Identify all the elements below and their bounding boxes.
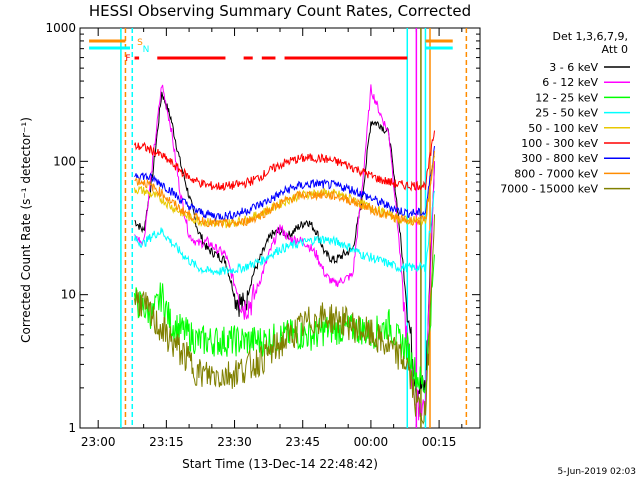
y-tick-label: 10 <box>61 288 76 302</box>
footer-date: 5-Jun-2019 02:03 <box>558 467 637 477</box>
x-tick-label: 00:15 <box>422 435 457 449</box>
vertical-markers <box>120 28 468 428</box>
y-axis: 1 10 100 1000 <box>45 21 480 435</box>
legend-label: 3 - 6 keV <box>549 61 598 74</box>
legend-header-line-2: Att 0 <box>602 43 628 56</box>
legend-label: 7000 - 15000 keV <box>500 183 598 196</box>
flag-label-N: N <box>143 45 150 55</box>
series-line-8 <box>134 214 435 425</box>
y-tick-label: 100 <box>53 154 76 168</box>
legend-header-line-1: Det 1,3,6,7,9, <box>552 30 628 43</box>
flag-bars: SN F <box>89 38 453 64</box>
x-tick-label: 23:45 <box>285 435 320 449</box>
x-axis-label: Start Time (13-Dec-14 22:48:42) <box>182 457 378 471</box>
legend-label: 800 - 7000 keV <box>514 167 598 180</box>
legend-label: 100 - 300 keV <box>521 137 598 150</box>
x-tick-label: 23:30 <box>217 435 252 449</box>
legend: 3 - 6 keV 6 - 12 keV 12 - 25 keV 25 - 50 ke… <box>500 61 630 196</box>
legend-label: 300 - 800 keV <box>521 152 598 165</box>
x-tick-label: 23:00 <box>81 435 116 449</box>
x-tick-label: 23:15 <box>149 435 184 449</box>
y-tick-label: 1000 <box>45 21 76 35</box>
legend-label: 6 - 12 keV <box>542 76 598 89</box>
legend-label: 25 - 50 keV <box>535 107 598 120</box>
series-line-2 <box>134 254 435 394</box>
series-lines <box>134 84 435 425</box>
legend-label: 50 - 100 keV <box>528 122 598 135</box>
chart-title: HESSI Observing Summary Count Rates, Cor… <box>89 2 471 20</box>
series-line-3 <box>134 190 435 276</box>
y-tick-label: 1 <box>68 421 76 435</box>
legend-label: 12 - 25 keV <box>535 91 598 104</box>
series-line-1 <box>134 84 435 421</box>
series-line-6 <box>134 146 435 222</box>
x-tick-label: 00:00 <box>354 435 389 449</box>
series-line-5 <box>134 130 435 192</box>
x-axis: 23:00 23:15 23:30 23:45 00:00 00:15 <box>81 28 463 449</box>
series-line-7 <box>134 150 435 229</box>
flag-label-S: S <box>137 38 143 48</box>
flag-label-F: F <box>125 54 130 64</box>
y-axis-label: Corrected Count Rate (s⁻¹ detector⁻¹) <box>19 117 33 343</box>
